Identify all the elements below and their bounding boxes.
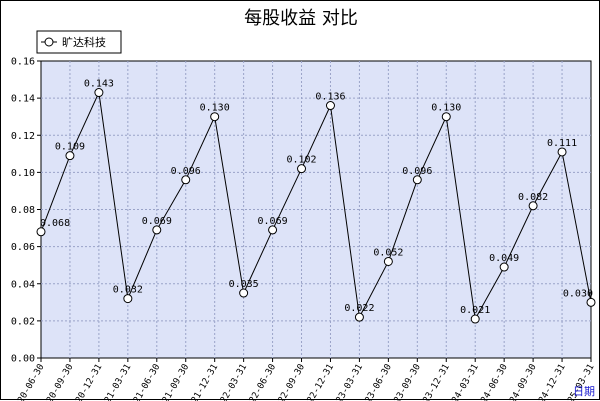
data-point-marker (587, 298, 595, 306)
data-point-marker (153, 226, 161, 234)
y-axis: 0.00 0.02 0.04 0.06 0.08 0.10 0.12 0.14 0.16 (11, 57, 41, 365)
x-tick-label: 2020-06-30 (11, 363, 47, 401)
data-point-label: 0.130 (431, 103, 461, 114)
data-point-marker (95, 89, 103, 97)
data-point-label: 0.021 (460, 305, 490, 316)
data-point-marker (558, 148, 566, 156)
data-point-marker (413, 176, 421, 184)
data-point-label: 0.096 (171, 166, 201, 177)
data-point-label: 0.111 (547, 138, 577, 149)
data-point-marker (326, 102, 334, 110)
data-point-label: 0.096 (402, 166, 432, 177)
data-point-marker (240, 289, 248, 297)
y-tick-label: 0.12 (11, 131, 35, 142)
y-tick-label: 0.10 (11, 168, 35, 179)
data-point-marker (211, 113, 219, 121)
data-point-label: 0.032 (113, 285, 143, 296)
y-tick-label: 0.04 (11, 279, 35, 290)
data-point-marker (182, 176, 190, 184)
y-tick-label: 0.06 (11, 242, 35, 253)
data-point-marker (529, 202, 537, 210)
data-point-marker (124, 295, 132, 303)
data-point-label: 0.143 (84, 79, 114, 90)
data-point-label: 0.069 (142, 216, 172, 227)
y-tick-label: 0.14 (11, 94, 35, 105)
data-point-label: 0.030 (563, 288, 593, 299)
data-point-marker (384, 257, 392, 265)
data-point-label: 0.052 (373, 247, 403, 258)
data-point-marker (500, 263, 508, 271)
data-point-label: 0.082 (518, 192, 548, 203)
data-point-label: 0.102 (286, 155, 316, 166)
x-axis: 2020-06-302020-09-302020-12-312021-03-31… (11, 358, 597, 401)
data-point-label: 0.130 (200, 103, 230, 114)
chart-title: 每股收益 对比 (244, 8, 358, 29)
legend-marker (45, 38, 53, 46)
data-point-label: 0.109 (55, 142, 85, 153)
data-point-marker (269, 226, 277, 234)
data-point-label: 0.068 (40, 218, 70, 229)
y-tick-label: 0.00 (11, 354, 35, 365)
data-point-label: 0.022 (344, 303, 374, 314)
data-point-label: 0.035 (229, 279, 259, 290)
data-point-marker (471, 315, 479, 323)
data-point-marker (37, 228, 45, 236)
data-point-marker (66, 152, 74, 160)
legend-label: 旷达科技 (62, 35, 106, 49)
data-point-marker (298, 165, 306, 173)
data-point-marker (355, 313, 363, 321)
y-tick-label: 0.02 (11, 316, 35, 327)
y-tick-label: 0.16 (11, 57, 35, 68)
data-point-marker (442, 113, 450, 121)
data-point-label: 0.136 (315, 92, 345, 103)
data-point-label: 0.069 (258, 216, 288, 227)
data-point-label: 0.049 (489, 253, 519, 264)
y-tick-label: 0.08 (11, 205, 35, 216)
plot-area (41, 61, 591, 358)
x-axis-corner-label: 日期 (573, 385, 595, 398)
legend: 旷达科技 (37, 31, 121, 53)
